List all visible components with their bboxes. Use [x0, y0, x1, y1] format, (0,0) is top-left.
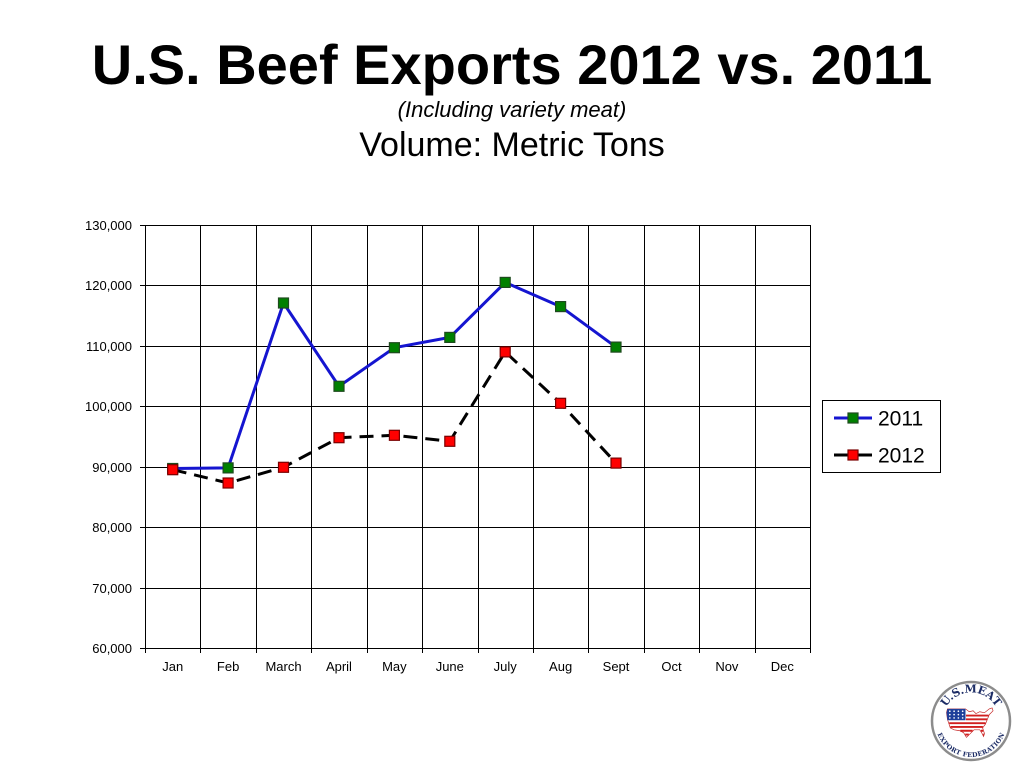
data-point-2011-feb	[222, 462, 234, 474]
y-tick-label-120000: 120,000	[85, 278, 132, 293]
plot-border	[145, 225, 811, 649]
data-point-2012-july	[499, 346, 511, 358]
data-point-2011-may	[388, 342, 400, 354]
chart-legend: 2011 2012	[822, 400, 941, 473]
legend-box	[822, 400, 941, 473]
x-tick-label-april: April	[326, 659, 352, 674]
x-tick-label-dec: Dec	[771, 659, 795, 674]
x-tick-label-jan: Jan	[162, 659, 183, 674]
flag-stars	[948, 710, 964, 719]
slide-title: U.S. Beef Exports 2012 vs. 2011	[92, 33, 933, 96]
y-tick-label-90000: 90,000	[92, 460, 132, 475]
y-tick-label-100000: 100,000	[85, 399, 132, 414]
data-point-2012-sept	[610, 457, 622, 469]
x-tick-label-march: March	[265, 659, 301, 674]
data-point-2012-may	[388, 429, 400, 441]
data-point-2012-april	[333, 432, 345, 444]
usa-flag-map	[946, 707, 994, 738]
data-point-2011-sept	[610, 341, 622, 353]
x-tick-label-nov: Nov	[715, 659, 739, 674]
slide-subtitle: (Including variety meat)	[398, 97, 627, 122]
x-tick-label-sept: Sept	[603, 659, 630, 674]
y-tick-label-110000: 110,000	[86, 339, 132, 354]
data-point-2012-feb	[222, 477, 234, 489]
data-point-2012-aug	[554, 397, 567, 409]
x-tick-label-june: June	[436, 659, 464, 674]
x-tick-label-july: July	[494, 659, 518, 674]
x-tick-label-may: May	[382, 659, 407, 674]
data-point-2012-june	[444, 435, 456, 447]
line-chart: 60,000 70,000 80,000 90,000 100,000 110,000 12…	[85, 218, 811, 674]
legend-marker-2011	[847, 412, 859, 424]
y-tick-label-60000: 60,000	[92, 641, 132, 656]
plot-area	[145, 225, 810, 648]
flag-canton	[946, 708, 966, 721]
data-point-2011-april	[333, 380, 345, 392]
y-tick-label-70000: 70,000	[92, 581, 132, 596]
data-point-2011-july	[499, 276, 511, 288]
data-point-2012-jan	[167, 464, 179, 476]
usmef-logo: U.S.MEAT EXPORT FEDERATION	[930, 680, 1012, 762]
legend-label-2012: 2012	[878, 445, 925, 468]
data-point-2012-march	[277, 461, 290, 473]
x-tick-label-aug: Aug	[549, 659, 572, 674]
unit-label: Volume: Metric Tons	[359, 126, 665, 164]
flag-stripes	[949, 714, 989, 736]
legend-marker-2012	[847, 449, 859, 461]
y-tick-label-130000: 130,000	[85, 218, 132, 233]
x-tick-label-feb: Feb	[217, 659, 239, 674]
data-point-2011-aug	[554, 301, 567, 313]
data-point-2011-march	[277, 297, 290, 309]
data-point-2011-june	[444, 331, 456, 343]
y-tick-label-80000: 80,000	[92, 520, 132, 535]
x-tick-label-oct: Oct	[661, 659, 682, 674]
legend-label-2011: 2011	[878, 408, 923, 431]
